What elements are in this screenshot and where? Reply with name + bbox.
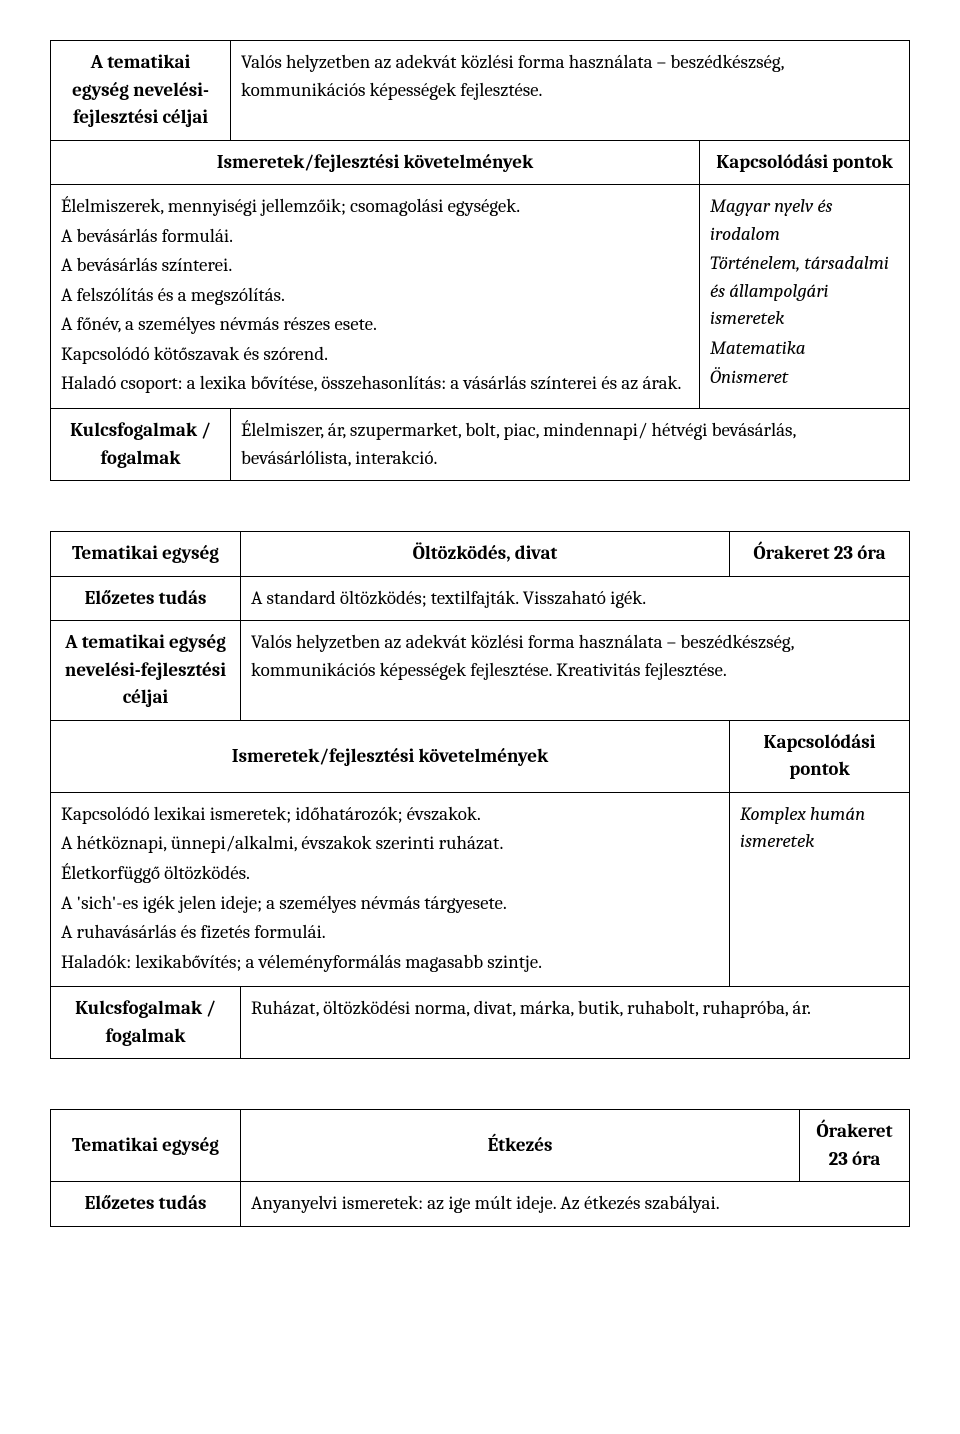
curriculum-table-3: Tematikai egység Étkezés Órakeret 23 óra… [50,1109,910,1227]
kapcs-line: Önismeret [710,364,899,392]
key-concepts-text: Élelmiszer, ár, szupermarket, bolt, piac… [231,409,910,481]
connections-content: Magyar nyelv és irodalom Történelem, tár… [700,185,910,409]
key-concepts-label: Kulcsfogalmak / fogalmak [51,409,231,481]
connections-header: Kapcsolódási pontok [700,140,910,185]
goals-text: Valós helyzetben az adekvát közlési form… [231,41,910,141]
key-concepts-label: Kulcsfogalmak / fogalmak [51,987,241,1059]
requirements-content: Kapcsolódó lexikai ismeretek; időhatároz… [51,792,730,986]
req-line: Haladók: lexikabővítés; a véleményformál… [61,949,719,977]
req-line: Kapcsolódó lexikai ismeretek; időhatároz… [61,801,719,829]
prior-knowledge-text: Anyanyelvi ismeretek: az ige múlt ideje.… [241,1182,910,1227]
connections-header: Kapcsolódási pontok [730,720,910,792]
req-line: Kapcsolódó kötőszavak és szórend. [61,341,689,369]
req-line: Életkorfüggő öltözködés. [61,860,719,888]
thematic-unit-label: Tematikai egység [51,1110,241,1182]
req-line: A főnév, a személyes névmás részes esete… [61,311,689,339]
requirements-header: Ismeretek/fejlesztési követelmények [51,720,730,792]
thematic-unit-title: Öltözködés, divat [241,532,730,577]
kapcs-line: Történelem, társadalmi és állampolgári i… [710,250,899,333]
key-concepts-text: Ruházat, öltözködési norma, divat, márka… [241,987,910,1059]
goals-label: A tematikai egység nevelési-fejlesztési … [51,41,231,141]
requirements-header: Ismeretek/fejlesztési követelmények [51,140,700,185]
req-line: A felszólítás és a megszólítás. [61,282,689,310]
req-line: A bevásárlás formulái. [61,223,689,251]
goals-text: Valós helyzetben az adekvát közlési form… [241,621,910,721]
req-line: A 'sich'-es igék jelen ideje; a személye… [61,890,719,918]
thematic-unit-title: Étkezés [241,1110,800,1182]
requirements-content: Élelmiszerek, mennyiségi jellemzőik; cso… [51,185,700,409]
curriculum-table-1: A tematikai egység nevelési-fejlesztési … [50,40,910,481]
connections-content: Komplex humán ismeretek [730,792,910,986]
prior-knowledge-label: Előzetes tudás [51,1182,241,1227]
req-line: Élelmiszerek, mennyiségi jellemzőik; cso… [61,193,689,221]
goals-label: A tematikai egység nevelési-fejlesztési … [51,621,241,721]
kapcs-line: Matematika [710,335,899,363]
prior-knowledge-label: Előzetes tudás [51,576,241,621]
kapcs-line: Magyar nyelv és irodalom [710,193,899,248]
prior-knowledge-text: A standard öltözködés; textilfajták. Vis… [241,576,910,621]
kapcs-line: Komplex humán ismeretek [740,801,899,856]
hours-label: Órakeret 23 óra [800,1110,910,1182]
req-line: A ruhavásárlás és fizetés formulái. [61,919,719,947]
hours-label: Órakeret 23 óra [730,532,910,577]
req-line: Haladó csoport: a lexika bővítése, össze… [61,370,689,398]
thematic-unit-label: Tematikai egység [51,532,241,577]
curriculum-table-2: Tematikai egység Öltözködés, divat Órake… [50,531,910,1059]
req-line: A hétköznapi, ünnepi/alkalmi, évszakok s… [61,830,719,858]
req-line: A bevásárlás színterei. [61,252,689,280]
